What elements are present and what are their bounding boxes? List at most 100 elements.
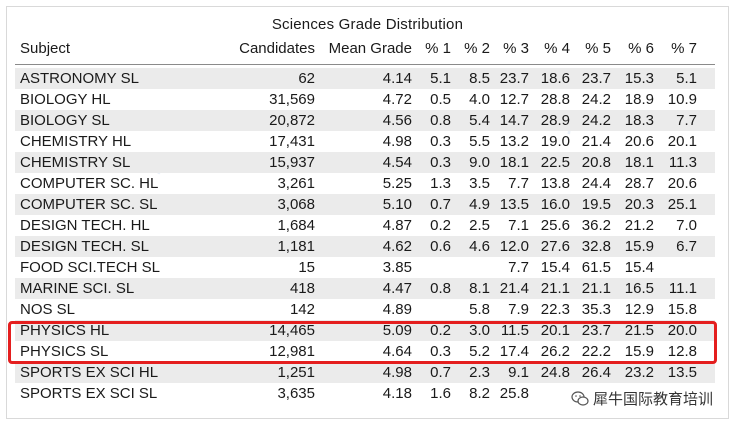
- cell-pct-2: 4.0: [469, 91, 490, 108]
- cell-mean-grade: 4.89: [382, 301, 412, 318]
- cell-pct-2: 2.3: [469, 364, 490, 381]
- cell-pct-5: 20.8: [581, 154, 611, 171]
- cell-pct-6: 23.2: [624, 364, 654, 381]
- table-row: SPORTS EX SCI SL 3,635 4.18 1.6 8.2 25.8: [15, 383, 715, 404]
- wechat-bubble-icon: [571, 390, 589, 406]
- table-row: NOS SL 142 4.89 5.8 7.9 22.3 35.3 12.9 15.8: [15, 299, 715, 320]
- cell-subject: COMPUTER SC. SL: [20, 196, 158, 213]
- cell-pct-3: 23.7: [499, 70, 529, 87]
- table-row: ASTRONOMY SL 62 4.14 5.1 8.5 23.7 18.6 23.7 15.3…: [15, 68, 715, 89]
- table-row: CHEMISTRY HL 17,431 4.98 0.3 5.5 13.2 19.0 21.4…: [15, 131, 715, 152]
- column-header-subject: Subject: [20, 40, 71, 57]
- cell-pct-2: 5.5: [469, 133, 490, 150]
- cell-pct-7: 20.0: [667, 322, 697, 339]
- cell-pct-5: 26.4: [581, 364, 611, 381]
- column-header-pct-4: % 4: [544, 40, 570, 57]
- cell-candidates: 418: [289, 280, 315, 297]
- cell-pct-7: 15.8: [667, 301, 697, 318]
- cell-subject: MARINE SCI. SL: [20, 280, 135, 297]
- cell-pct-1: 0.2: [430, 217, 451, 234]
- cell-pct-4: 18.6: [540, 70, 570, 87]
- cell-pct-6: 28.7: [624, 175, 654, 192]
- table-row: BIOLOGY HL 31,569 4.72 0.5 4.0 12.7 28.8 24.2 18…: [15, 89, 715, 110]
- column-header-pct-7: % 7: [671, 40, 697, 57]
- cell-pct-1: 0.5: [430, 91, 451, 108]
- cell-pct-4: 28.8: [540, 91, 570, 108]
- cell-subject: FOOD SCI.TECH SL: [20, 259, 161, 276]
- cell-pct-4: 24.8: [540, 364, 570, 381]
- cell-pct-3: 7.7: [508, 259, 529, 276]
- cell-pct-4: 26.2: [540, 343, 570, 360]
- watermark-text: 犀牛国际教育培训: [592, 391, 713, 408]
- cell-subject: CHEMISTRY SL: [20, 154, 131, 171]
- cell-pct-5: 24.2: [581, 112, 611, 129]
- cell-pct-2: 9.0: [469, 154, 490, 171]
- cell-mean-grade: 5.10: [382, 196, 412, 213]
- cell-candidates: 62: [298, 70, 315, 87]
- cell-pct-4: 15.4: [540, 259, 570, 276]
- cell-pct-7: 7.7: [676, 112, 697, 129]
- table-title: Sciences Grade Distribution: [271, 16, 464, 33]
- cell-pct-4: 25.6: [540, 217, 570, 234]
- cell-mean-grade: 3.85: [382, 259, 412, 276]
- cell-pct-2: 8.5: [469, 70, 490, 87]
- cell-subject: COMPUTER SC. HL: [20, 175, 159, 192]
- cell-pct-3: 17.4: [499, 343, 529, 360]
- cell-pct-3: 18.1: [499, 154, 529, 171]
- cell-pct-7: 12.8: [667, 343, 697, 360]
- cell-mean-grade: 4.14: [382, 70, 412, 87]
- cell-pct-7: 6.7: [676, 238, 697, 255]
- cell-pct-3: 21.4: [499, 280, 529, 297]
- cell-pct-2: 8.1: [469, 280, 490, 297]
- cell-pct-7: 11.3: [668, 154, 697, 171]
- cell-subject: ASTRONOMY SL: [20, 70, 139, 87]
- cell-candidates: 12,981: [269, 343, 315, 360]
- cell-candidates: 20,872: [269, 112, 315, 129]
- table-row: MARINE SCI. SL 418 4.47 0.8 8.1 21.4 21.1 21.1 1…: [15, 278, 715, 299]
- cell-pct-4: 27.6: [540, 238, 570, 255]
- cell-mean-grade: 4.98: [382, 364, 412, 381]
- cell-pct-2: 3.0: [469, 322, 490, 339]
- cell-pct-3: 7.9: [508, 301, 529, 318]
- cell-pct-5: 23.7: [581, 322, 611, 339]
- cell-subject: SPORTS EX SCI HL: [20, 364, 159, 381]
- cell-pct-7: 7.0: [676, 217, 697, 234]
- cell-mean-grade: 4.54: [382, 154, 412, 171]
- cell-pct-7: 25.1: [667, 196, 697, 213]
- cell-candidates: 17,431: [269, 133, 315, 150]
- cell-pct-6: 15.9: [624, 343, 654, 360]
- cell-pct-6: 21.5: [624, 322, 654, 339]
- cell-pct-6: 21.2: [624, 217, 654, 234]
- cell-pct-5: 22.2: [581, 343, 611, 360]
- cell-pct-5: 24.2: [581, 91, 611, 108]
- cell-pct-4: 22.3: [540, 301, 570, 318]
- cell-pct-1: 0.8: [430, 280, 451, 297]
- cell-mean-grade: 5.09: [382, 322, 412, 339]
- cell-pct-4: 13.8: [540, 175, 570, 192]
- cell-mean-grade: 5.25: [382, 175, 412, 192]
- cell-pct-7: 20.1: [667, 133, 697, 150]
- cell-candidates: 3,635: [277, 385, 315, 402]
- column-header-pct-3: % 3: [503, 40, 529, 57]
- cell-pct-6: 20.6: [624, 133, 654, 150]
- cell-pct-2: 5.2: [469, 343, 490, 360]
- cell-pct-2: 4.9: [469, 196, 490, 213]
- cell-pct-7: 10.9: [667, 91, 697, 108]
- cell-pct-5: 23.7: [581, 70, 611, 87]
- cell-mean-grade: 4.98: [382, 133, 412, 150]
- table-row: CHEMISTRY SL 15,937 4.54 0.3 9.0 18.1 22.5 20.8…: [15, 152, 715, 173]
- cell-pct-1: 5.1: [430, 70, 451, 87]
- column-header-candidates: Candidates: [239, 40, 315, 57]
- cell-pct-4: 20.1: [540, 322, 570, 339]
- column-header-pct-5: % 5: [585, 40, 611, 57]
- cell-pct-1: 0.6: [430, 238, 451, 255]
- table-row: SPORTS EX SCI HL 1,251 4.98 0.7 2.3 9.1 24.8 26…: [15, 362, 715, 383]
- cell-pct-4: 22.5: [540, 154, 570, 171]
- cell-pct-2: 8.2: [469, 385, 490, 402]
- column-header-mean-grade: Mean Grade: [328, 40, 412, 57]
- cell-pct-1: 0.7: [430, 364, 451, 381]
- table-row: FOOD SCI.TECH SL 15 3.85 7.7 15.4 61.5 15.4: [15, 257, 715, 278]
- cell-mean-grade: 4.56: [382, 112, 412, 129]
- cell-pct-6: 15.4: [624, 259, 654, 276]
- cell-pct-1: 0.3: [430, 154, 451, 171]
